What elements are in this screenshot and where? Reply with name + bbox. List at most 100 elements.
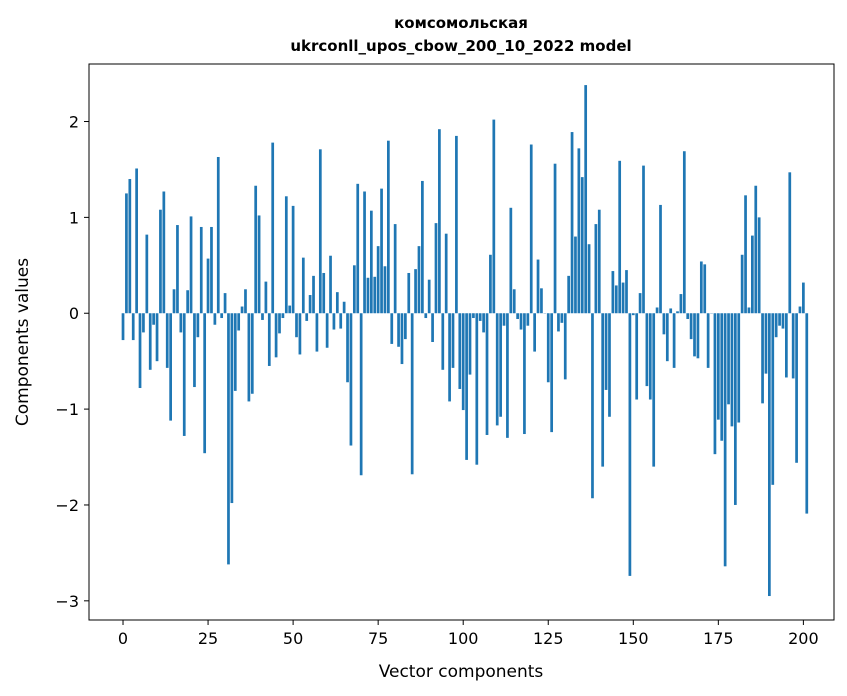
bar xyxy=(706,313,710,368)
x-tick-label: 150 xyxy=(618,629,649,648)
bar xyxy=(169,313,172,421)
bar xyxy=(193,313,196,388)
bar xyxy=(172,289,176,314)
bar xyxy=(400,313,404,365)
bar xyxy=(536,259,540,314)
bar xyxy=(257,215,261,314)
bar xyxy=(768,313,771,597)
bar xyxy=(672,313,676,368)
bar xyxy=(431,313,434,342)
bar xyxy=(162,191,166,314)
bar xyxy=(489,254,492,314)
bar xyxy=(346,313,349,383)
bar xyxy=(305,313,309,321)
bar xyxy=(747,307,751,314)
bar xyxy=(247,313,251,402)
bar xyxy=(410,313,414,475)
bar xyxy=(529,144,533,314)
bar xyxy=(159,209,162,314)
bar xyxy=(795,313,798,463)
bar xyxy=(774,313,778,338)
bar xyxy=(723,313,727,567)
bar xyxy=(315,313,319,352)
bar xyxy=(312,275,315,314)
bar xyxy=(485,313,489,435)
bar xyxy=(387,140,390,314)
bar xyxy=(199,226,203,314)
bar xyxy=(533,313,536,352)
bar xyxy=(455,135,458,314)
bar xyxy=(631,313,635,316)
y-axis-label: Components values xyxy=(13,258,33,426)
bar xyxy=(478,313,482,321)
bar xyxy=(516,313,519,319)
bar xyxy=(356,183,360,314)
bar xyxy=(642,165,645,314)
bar xyxy=(655,307,659,314)
bar xyxy=(506,313,509,438)
bar xyxy=(148,313,152,370)
bar xyxy=(754,185,758,314)
chart-title-line1: комсомольская xyxy=(394,14,528,32)
x-tick-label: 175 xyxy=(703,629,734,648)
bar xyxy=(465,313,468,460)
bar xyxy=(434,223,438,314)
bar xyxy=(281,313,285,319)
bar xyxy=(448,313,451,402)
bar xyxy=(502,313,506,326)
bar xyxy=(720,313,724,441)
bar xyxy=(332,313,336,330)
bar xyxy=(587,244,591,314)
bar xyxy=(186,290,190,314)
bar xyxy=(519,313,523,330)
bar xyxy=(121,313,125,341)
bar xyxy=(417,246,421,314)
bar xyxy=(662,313,666,335)
bar xyxy=(284,196,288,314)
bar xyxy=(659,204,662,314)
bar xyxy=(594,224,598,314)
bar xyxy=(699,261,703,314)
bar xyxy=(638,293,642,314)
bar xyxy=(604,313,608,390)
bar xyxy=(461,313,465,411)
bar xyxy=(152,313,155,325)
chart-title-line2: ukrconll_upos_cbow_200_10_2022 model xyxy=(290,37,631,55)
bar xyxy=(155,313,159,362)
x-tick-label: 0 xyxy=(118,629,128,648)
bar xyxy=(625,270,628,314)
bar xyxy=(390,313,394,344)
bar xyxy=(652,313,656,467)
bar xyxy=(560,313,564,323)
bar xyxy=(264,281,268,314)
bar xyxy=(676,311,679,314)
bar xyxy=(237,313,241,331)
bar xyxy=(438,129,441,314)
bar xyxy=(682,151,686,314)
bar xyxy=(227,313,230,565)
bar xyxy=(570,132,574,314)
bar xyxy=(584,85,588,314)
bar xyxy=(669,308,673,314)
y-tick-label: 1 xyxy=(69,208,79,227)
plot-frame xyxy=(88,63,835,621)
y-tick-label: −1 xyxy=(55,400,79,419)
bar xyxy=(223,293,227,314)
y-tick-label: 0 xyxy=(69,304,79,323)
bar xyxy=(737,313,741,423)
bar xyxy=(369,210,373,314)
bar xyxy=(335,292,339,314)
bar xyxy=(254,185,258,314)
bar xyxy=(523,313,526,435)
bar xyxy=(230,313,234,504)
bar xyxy=(291,205,295,314)
bar xyxy=(492,119,496,314)
bar xyxy=(407,272,411,314)
bar xyxy=(298,313,302,355)
x-axis-label: Vector components xyxy=(379,662,544,682)
bar xyxy=(376,246,380,314)
bar xyxy=(145,234,149,314)
bar xyxy=(781,313,785,329)
bar xyxy=(635,313,639,400)
bar xyxy=(553,163,557,314)
